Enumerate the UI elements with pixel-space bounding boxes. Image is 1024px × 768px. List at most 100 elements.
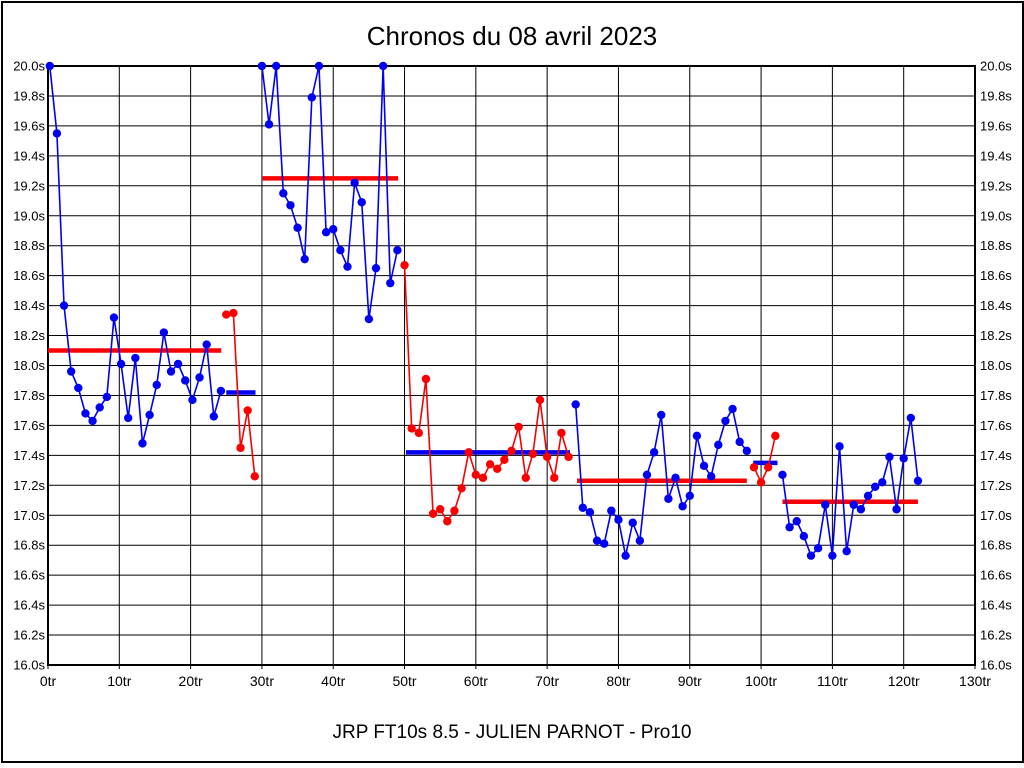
- run-5-point: [657, 410, 666, 420]
- run-1-point: [124, 413, 133, 423]
- run-6-point: [756, 478, 766, 487]
- y-tick-label-left: 19.2s: [13, 178, 45, 193]
- y-tick-label-right: 17.4s: [980, 448, 1012, 463]
- x-tick-label: 30tr: [250, 673, 274, 689]
- run-1-point: [66, 367, 76, 376]
- run-5-point: [592, 536, 602, 545]
- run-4-point: [500, 455, 509, 465]
- x-tick-label: 40tr: [321, 673, 345, 689]
- run-1-point: [95, 403, 104, 412]
- run-1-point: [145, 410, 154, 420]
- run-2-point: [229, 308, 238, 318]
- run-1-point: [188, 395, 197, 405]
- run-5-point: [614, 515, 623, 524]
- run-5-point: [635, 536, 645, 545]
- y-tick-label-left: 17.8s: [13, 388, 45, 403]
- run-5-point: [628, 518, 637, 527]
- run-1-point: [116, 359, 126, 369]
- y-tick-label-left: 16.4s: [13, 598, 45, 613]
- x-tick-label: 100tr: [745, 673, 777, 689]
- run-3-point: [357, 198, 366, 207]
- run-7-point: [821, 500, 830, 509]
- y-tick-label-left: 17.0s: [13, 508, 45, 523]
- run-1-point: [88, 416, 97, 426]
- y-tick-label-right: 18.2s: [980, 328, 1012, 343]
- run-1-point: [181, 376, 190, 385]
- run-3-point: [350, 178, 359, 188]
- run-4-point: [421, 374, 431, 384]
- y-tick-label-right: 18.0s: [980, 358, 1012, 373]
- y-tick-label-right: 19.8s: [980, 88, 1012, 103]
- y-tick-label-right: 18.8s: [980, 238, 1012, 253]
- run-7-point: [885, 452, 894, 462]
- run-1-point: [173, 359, 183, 369]
- x-tick-label: 90tr: [678, 673, 702, 689]
- series-run-2: [222, 308, 259, 481]
- run-2-point: [250, 472, 259, 481]
- run-3-point: [393, 245, 402, 255]
- run-4-point: [507, 446, 516, 456]
- plot-area: 0tr 10tr 20tr 30tr 40tr 50tr 60tr 70tr 80tr 90tr 1…: [13, 59, 1012, 690]
- run-2-point: [243, 406, 252, 415]
- y-tick-label-right: 16.6s: [980, 568, 1012, 583]
- run-4-point: [471, 470, 481, 480]
- run-3-point: [364, 314, 374, 324]
- run-4-point: [457, 484, 466, 493]
- run-7-point: [913, 476, 923, 486]
- series-run-5: [571, 400, 752, 560]
- y-tick-label-right: 17.2s: [980, 478, 1012, 493]
- run-4-point: [435, 505, 445, 514]
- run-4-point: [478, 473, 488, 483]
- y-tick-label-left: 18.2s: [13, 328, 45, 343]
- run-6-point: [764, 463, 773, 472]
- y-tick-label-left: 19.6s: [13, 118, 45, 133]
- run-3-point: [336, 245, 345, 255]
- x-tick-label: 60tr: [464, 673, 488, 689]
- series-run-4: [400, 260, 573, 526]
- run-1-point: [109, 313, 119, 322]
- run-4-line: [403, 265, 570, 523]
- y-tick-label-right: 20.0s: [980, 59, 1012, 74]
- run-5-point: [664, 494, 673, 503]
- run-3-point: [314, 61, 324, 71]
- run-4-point: [564, 452, 573, 462]
- run-4-point: [535, 395, 545, 405]
- y-tick-label-right: 17.8s: [980, 388, 1012, 403]
- y-tick-label-right: 19.6s: [980, 118, 1012, 133]
- y-tick-label-left: 19.0s: [13, 208, 45, 223]
- run-7-point: [778, 470, 787, 480]
- run-3-point: [264, 120, 274, 129]
- y-tick-label-left: 18.0s: [13, 358, 45, 373]
- run-5-point: [671, 473, 680, 483]
- run-1-point: [131, 353, 140, 363]
- y-tick-label-left: 17.2s: [13, 478, 45, 493]
- run-7-point: [828, 551, 837, 560]
- run-5-point: [685, 491, 694, 500]
- run-7-point: [842, 546, 851, 556]
- chart-footer: JRP FT10s 8.5 - JULIEN PARNOT - Pro10: [333, 722, 692, 743]
- run-7-point: [870, 482, 880, 491]
- y-tick-label-right: 17.0s: [980, 508, 1012, 523]
- run-1-point: [152, 380, 161, 390]
- run-4-point: [521, 473, 530, 483]
- run-5-point: [699, 461, 709, 471]
- run-2-point: [222, 310, 231, 319]
- run-1-point: [195, 373, 204, 382]
- run-4-point: [428, 509, 438, 518]
- y-tick-label-right: 16.8s: [980, 538, 1012, 553]
- run-5-point: [721, 416, 730, 426]
- series-run-6: [749, 431, 780, 487]
- run-5-point: [728, 404, 737, 414]
- y-tick-label-right: 16.2s: [980, 628, 1012, 643]
- y-tick-label-left: 17.4s: [13, 448, 45, 463]
- x-tick-label: 130tr: [959, 673, 991, 689]
- run-7-point: [835, 442, 844, 451]
- y-tick-label-left: 20.0s: [13, 59, 45, 74]
- y-tick-label-right: 19.4s: [980, 148, 1012, 163]
- run-3-point: [293, 223, 302, 232]
- series-run-3: [257, 61, 402, 324]
- y-tick-label-right: 16.4s: [980, 598, 1012, 613]
- y-tick-label-left: 19.8s: [13, 88, 45, 103]
- run-4-point: [400, 260, 409, 270]
- chart-title: Chronos du 08 avril 2023: [367, 21, 658, 51]
